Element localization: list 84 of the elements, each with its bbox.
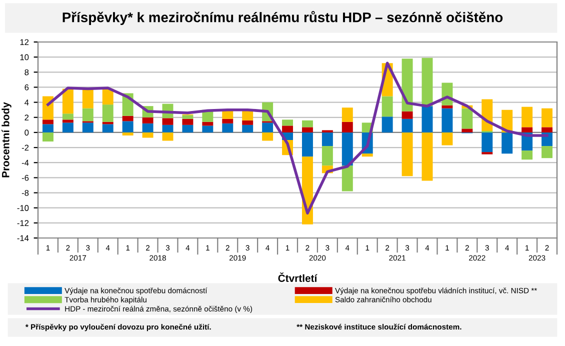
y-tick-label: 8 <box>24 69 29 76</box>
bar <box>462 128 473 132</box>
bar <box>122 121 134 132</box>
y-tick-label: -6 <box>22 174 29 181</box>
y-tick-label: 6 <box>24 84 29 90</box>
y-tick-label: -10 <box>17 205 29 211</box>
bar <box>442 132 453 146</box>
bar <box>422 58 433 106</box>
bar <box>42 124 54 132</box>
bar <box>522 106 533 128</box>
bar <box>402 58 413 112</box>
bar <box>142 123 154 132</box>
bar <box>82 88 94 108</box>
bar <box>482 132 493 152</box>
bar <box>302 127 313 132</box>
bar <box>542 146 553 158</box>
bar <box>122 116 134 122</box>
y-tick-label: -12 <box>17 220 29 226</box>
bar <box>62 122 74 132</box>
bar <box>502 132 513 154</box>
bar <box>442 108 453 132</box>
bar <box>422 132 433 181</box>
chart-title: Příspěvky* k meziročnímu reálnému růstu HDP – sezónně očištěno <box>62 10 503 26</box>
bar <box>442 105 453 108</box>
bar <box>82 108 94 122</box>
bar <box>62 120 74 123</box>
bar <box>322 146 333 166</box>
bar <box>362 154 373 157</box>
bar <box>402 118 413 132</box>
bar <box>342 132 353 166</box>
bar <box>102 124 114 132</box>
bar <box>62 88 74 114</box>
bar <box>302 132 313 157</box>
bar <box>42 120 54 124</box>
bar <box>182 118 194 125</box>
bar <box>262 132 274 141</box>
y-tick-label: -4 <box>22 160 29 166</box>
bar <box>522 150 533 160</box>
bar <box>202 122 214 126</box>
bar <box>262 122 274 132</box>
bar <box>402 132 413 176</box>
bar <box>342 166 353 192</box>
y-tick-label: -14 <box>17 235 29 242</box>
bar <box>382 116 393 132</box>
y-tick-label: -8 <box>22 190 29 196</box>
bar <box>142 117 154 124</box>
bar <box>182 124 194 132</box>
bar <box>542 108 553 128</box>
y-tick-label: 2 <box>24 114 29 120</box>
bar <box>162 124 174 132</box>
bar <box>202 126 214 132</box>
bar <box>162 118 174 125</box>
bar <box>102 104 114 122</box>
bar <box>82 122 94 132</box>
bar <box>162 132 174 141</box>
y-tick-label: 4 <box>24 100 29 106</box>
bar <box>422 106 433 132</box>
bar <box>282 120 294 126</box>
bar <box>42 132 54 142</box>
bar <box>342 122 353 132</box>
bar <box>402 111 413 119</box>
bar <box>182 115 194 119</box>
bar <box>342 108 353 122</box>
x-axis-title: Čtvrtletí <box>278 272 318 282</box>
bar <box>322 132 333 146</box>
bar <box>222 123 234 132</box>
bar <box>142 132 154 138</box>
bar <box>122 132 134 136</box>
bar <box>542 127 553 132</box>
bar <box>282 126 294 132</box>
bar <box>302 120 313 128</box>
y-tick-label: -2 <box>22 144 29 151</box>
bar <box>242 120 254 125</box>
y-tick-label: 0 <box>24 130 29 136</box>
bar <box>242 124 254 132</box>
bar <box>222 118 234 124</box>
y-tick-label: 12 <box>20 39 29 46</box>
y-axis-title: Procentní body <box>2 102 12 178</box>
bar <box>522 127 533 132</box>
bar <box>382 96 393 117</box>
bar <box>462 108 473 129</box>
line-series <box>46 62 548 215</box>
y-tick-label: 10 <box>20 54 29 60</box>
bar <box>62 114 74 120</box>
